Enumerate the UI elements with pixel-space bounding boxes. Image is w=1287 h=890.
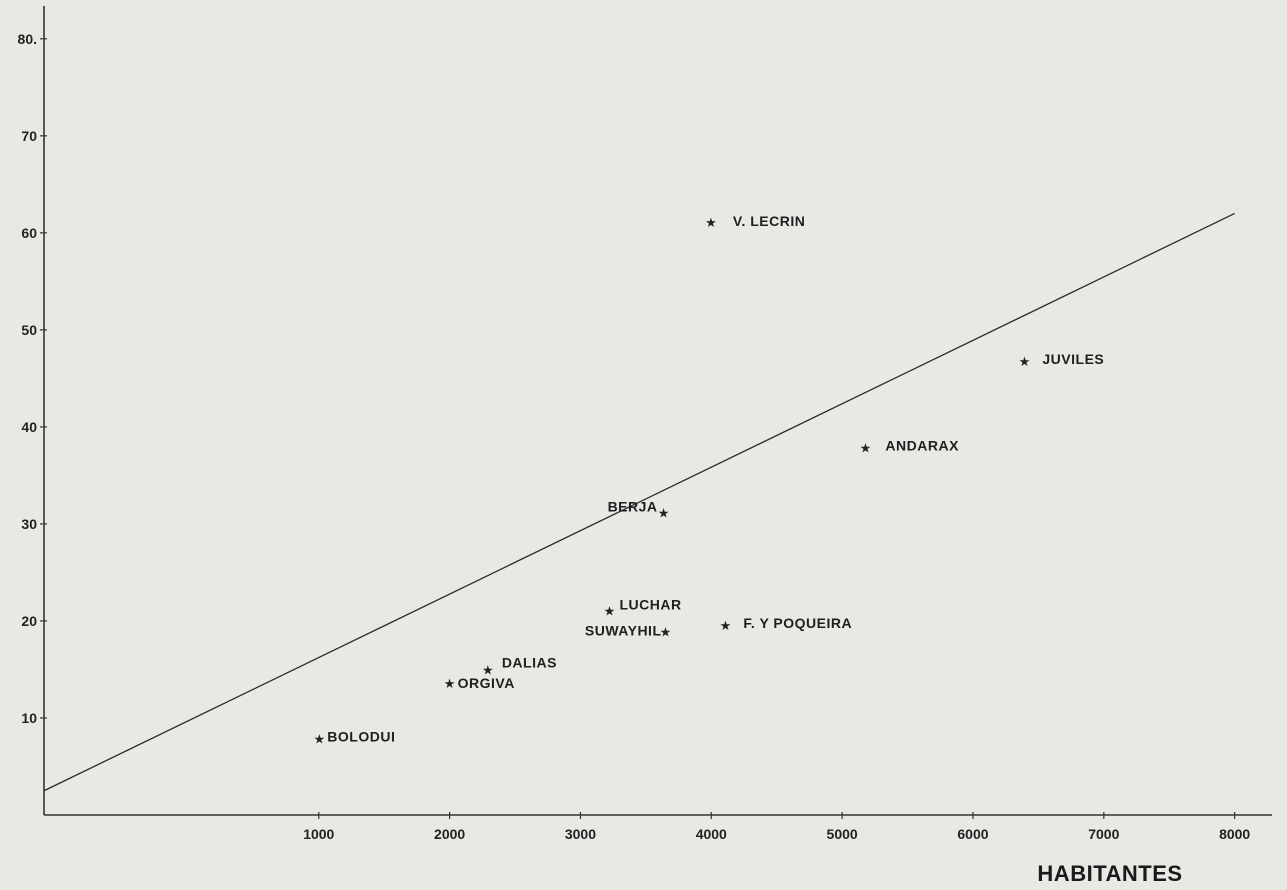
y-tick-label: 50 bbox=[21, 322, 37, 338]
regression-line bbox=[43, 212, 1235, 792]
data-point-star: ★ bbox=[482, 663, 494, 678]
x-tick-label: 5000 bbox=[827, 826, 858, 842]
data-point-star: ★ bbox=[720, 619, 732, 634]
data-point-star: ★ bbox=[1019, 355, 1031, 370]
data-point-label: LUCHAR bbox=[619, 596, 681, 612]
data-point-star: ★ bbox=[705, 216, 717, 231]
x-tick-label: 4000 bbox=[696, 826, 727, 842]
data-point-label: V. LECRIN bbox=[733, 213, 805, 229]
x-tick-label: 1000 bbox=[303, 826, 334, 842]
data-point-label: BOLODUI bbox=[327, 728, 395, 744]
data-point-star: ★ bbox=[444, 677, 456, 692]
data-point-label: DALIAS bbox=[502, 654, 557, 670]
data-point-label: ANDARAX bbox=[885, 437, 959, 453]
data-point-star: ★ bbox=[604, 604, 616, 619]
y-tick-label: 30 bbox=[21, 516, 37, 532]
y-tick-label: 60 bbox=[21, 225, 37, 241]
data-point-star: ★ bbox=[658, 506, 670, 521]
data-point-star: ★ bbox=[313, 732, 325, 747]
y-tick-label: 10 bbox=[21, 710, 37, 726]
y-tick-label: 80. bbox=[18, 31, 37, 47]
x-tick-label: 3000 bbox=[565, 826, 596, 842]
x-tick-label: 6000 bbox=[957, 826, 988, 842]
x-tick-label: 8000 bbox=[1219, 826, 1250, 842]
data-point-label: BERJA bbox=[608, 498, 658, 514]
data-point-star: ★ bbox=[660, 626, 672, 641]
y-tick-label: 70 bbox=[21, 128, 37, 144]
data-point-label: SUWAYHIL bbox=[585, 623, 662, 639]
x-axis-title: HABITANTES bbox=[1037, 861, 1182, 886]
x-tick-label: 2000 bbox=[434, 826, 465, 842]
data-point-label: F. Y POQUEIRA bbox=[743, 615, 852, 631]
data-point-label: ORGIVA bbox=[458, 675, 515, 691]
data-point-star: ★ bbox=[860, 441, 872, 456]
y-tick-label: 40 bbox=[21, 419, 37, 435]
data-point-label: JUVILES bbox=[1042, 351, 1104, 367]
x-tick-label: 7000 bbox=[1088, 826, 1119, 842]
y-tick-label: 20 bbox=[21, 613, 37, 629]
